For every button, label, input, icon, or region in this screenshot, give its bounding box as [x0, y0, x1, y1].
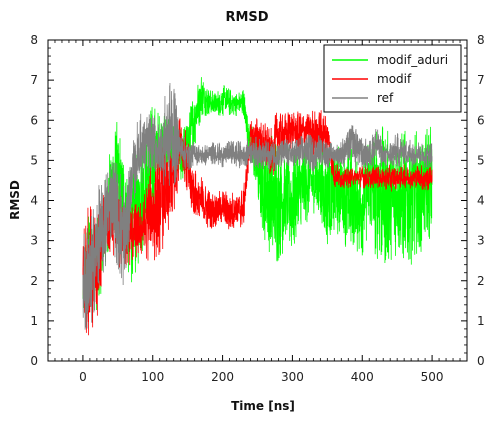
series-ref [82, 83, 433, 330]
axes-layer: 0 0 1 1 2 2 3 3 4 4 5 5 6 6 7 7 8 8 0 100 200 300 400 500 [30, 33, 484, 384]
x-tick-label: 500 [421, 370, 444, 384]
y-tick-label: 7 [30, 73, 38, 87]
y-tick-label: 5 [30, 153, 38, 167]
y-tick-label: 6 [30, 113, 38, 127]
series-modif [82, 110, 433, 336]
legend-label-ref: ref [377, 91, 394, 105]
series-line-ref [82, 83, 433, 330]
chart-title: RMSD [225, 10, 268, 25]
y-tick-label: 1 [30, 314, 38, 328]
y-tick-label: 3 [30, 234, 38, 248]
x-tick-label: 100 [141, 370, 164, 384]
x-axis-label: Time [ns] [231, 399, 295, 413]
x-tick-label: 200 [211, 370, 234, 384]
series-line-modif [82, 110, 433, 336]
y-tick-label: 1 [477, 314, 485, 328]
y-tick-label: 2 [477, 274, 485, 288]
y-tick-label: 4 [477, 194, 485, 208]
y-tick-label: 2 [30, 274, 38, 288]
y-tick-label: 5 [477, 153, 485, 167]
y-tick-label: 8 [477, 33, 485, 47]
y-tick-label: 0 [30, 354, 38, 368]
legend-label-modif-aduri: modif_aduri [377, 53, 448, 67]
legend: modif_aduri modif ref [323, 44, 462, 113]
y-tick-label: 6 [477, 113, 485, 127]
y-tick-label: 8 [30, 33, 38, 47]
y-tick-label: 0 [477, 354, 485, 368]
legend-label-modif: modif [377, 72, 412, 86]
x-tick-label: 300 [281, 370, 304, 384]
y-tick-label: 4 [30, 194, 38, 208]
x-tick-label: 400 [351, 370, 374, 384]
series-layer [82, 77, 433, 336]
y-tick-label: 3 [477, 234, 485, 248]
y-tick-label: 7 [477, 73, 485, 87]
x-tick-label: 0 [79, 370, 87, 384]
y-axis-label: RMSD [8, 180, 22, 220]
